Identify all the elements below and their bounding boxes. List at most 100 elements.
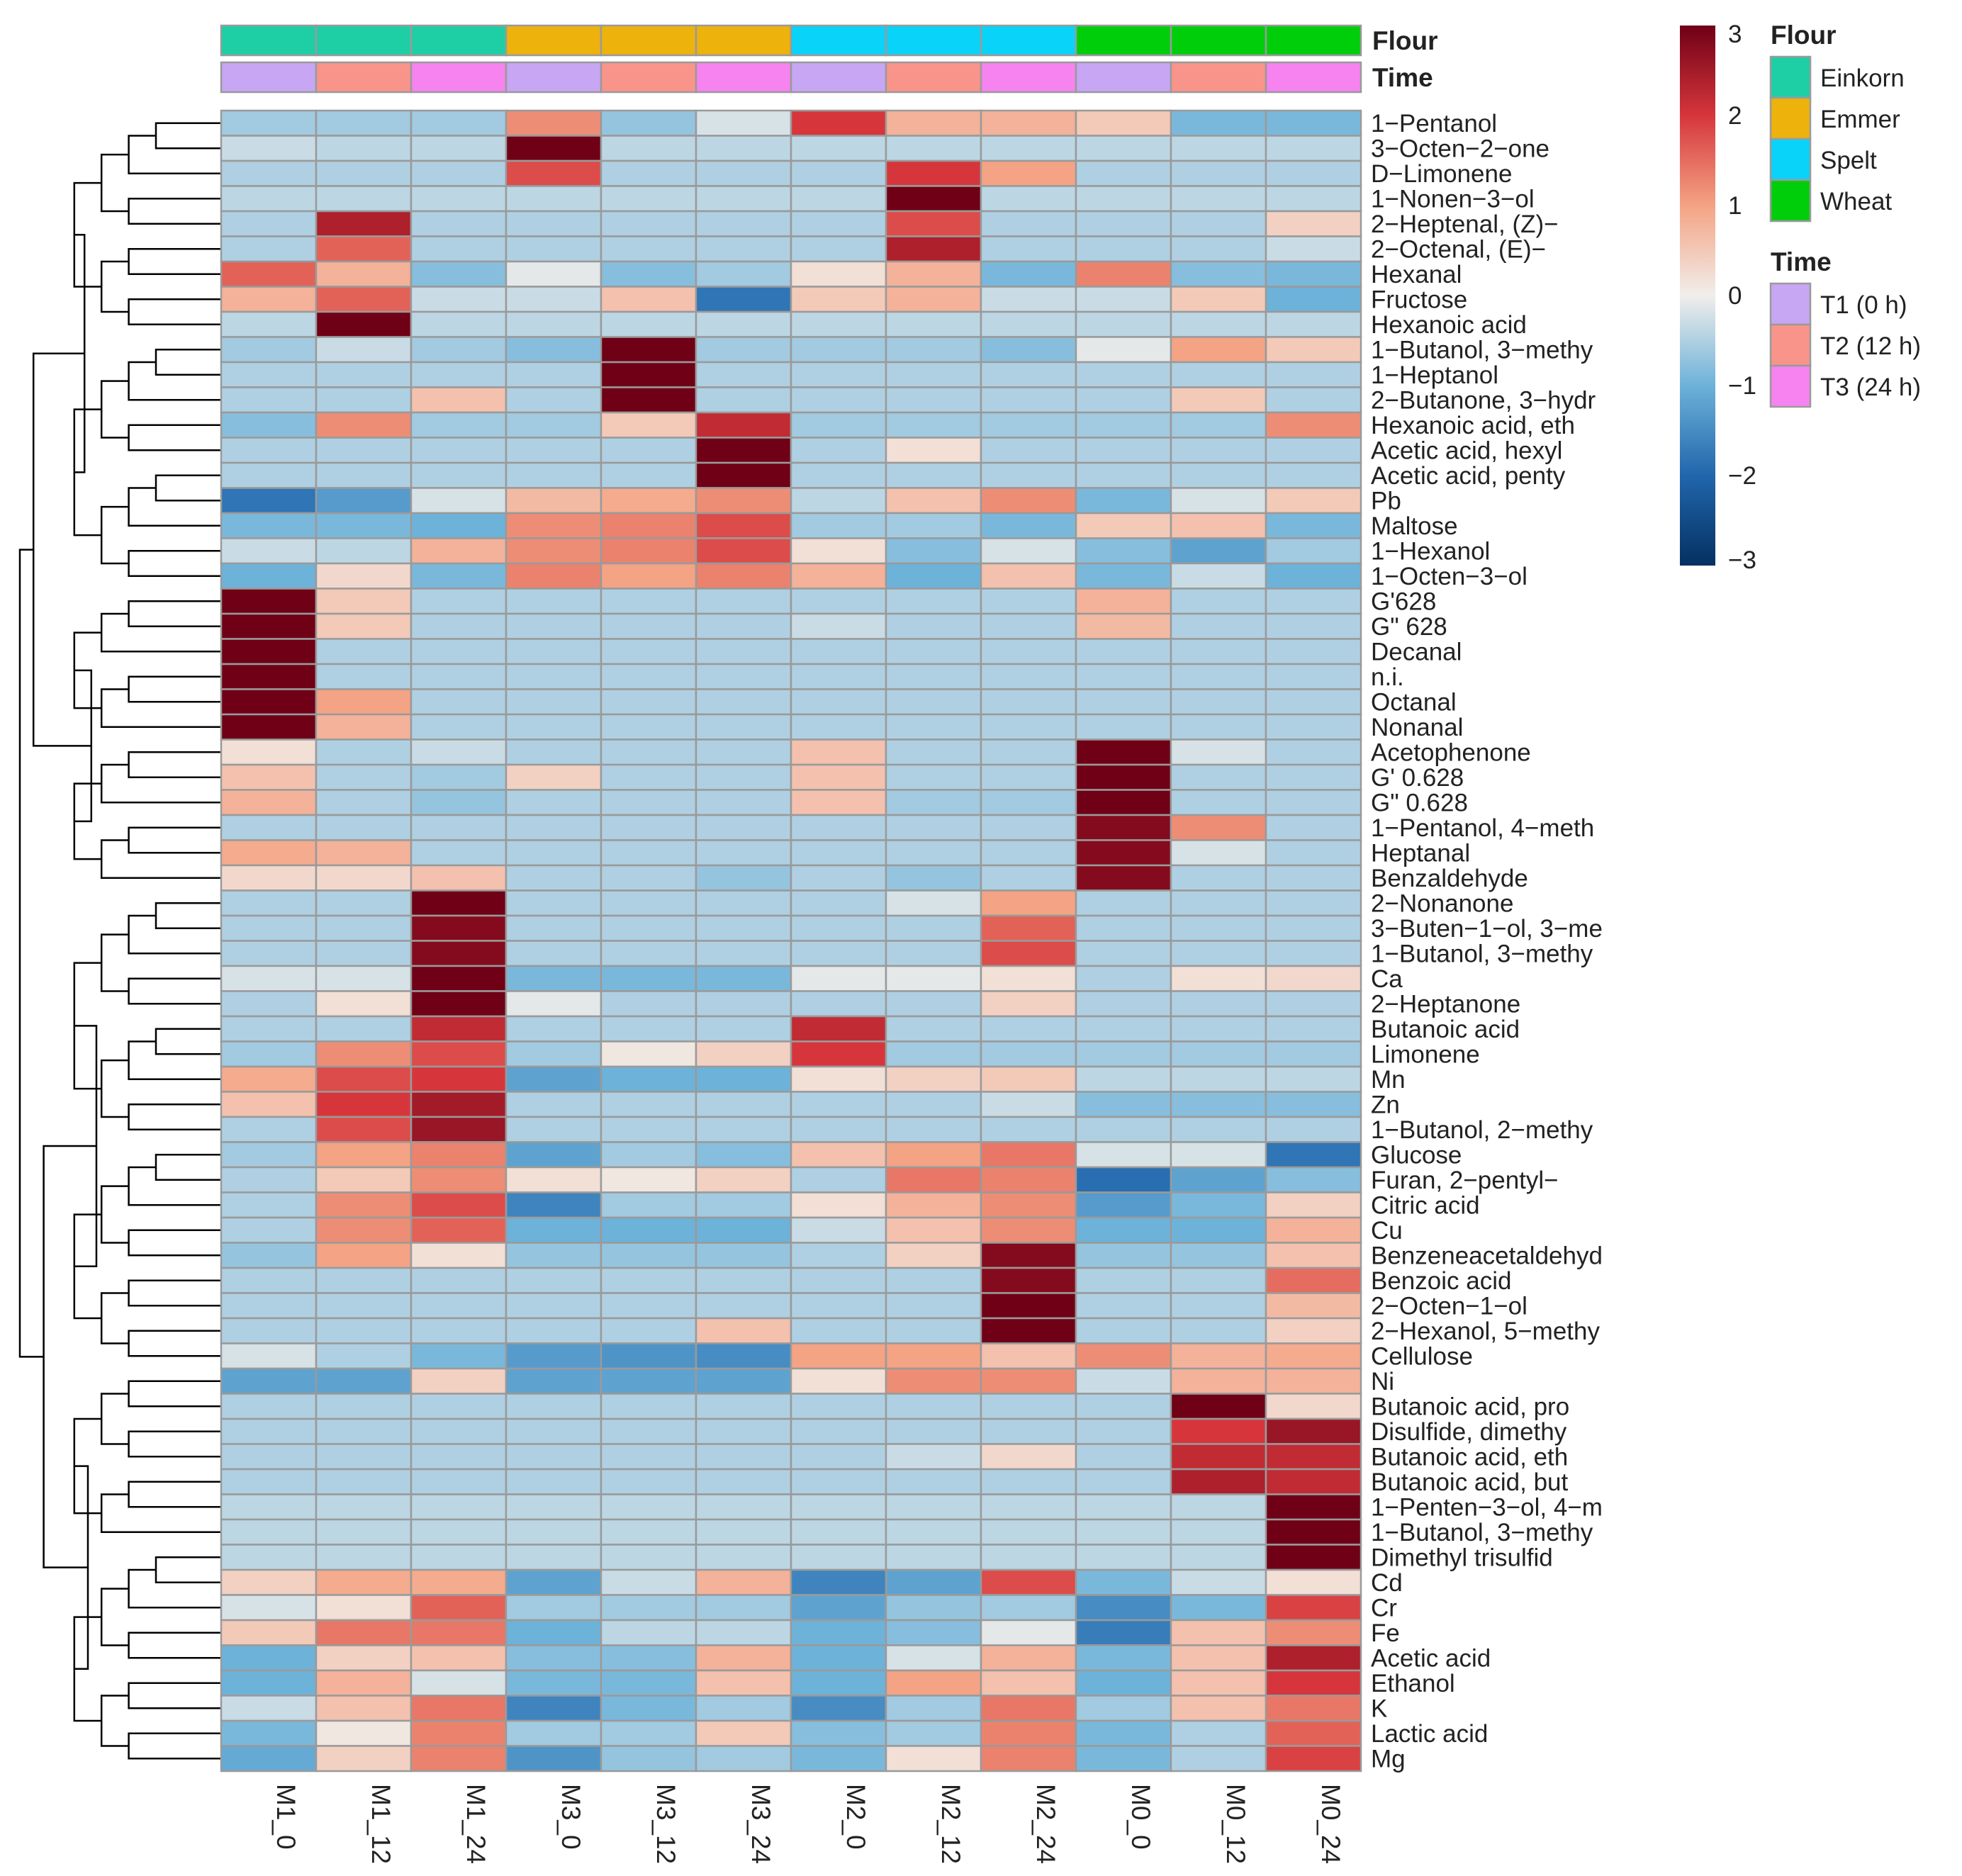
- heatmap-cell: [1075, 135, 1172, 162]
- dendrogram-branch: [155, 902, 221, 929]
- heatmap-cell: [220, 1191, 318, 1219]
- heatmap-cell: [505, 1669, 602, 1697]
- heatmap-cell: [1075, 1443, 1172, 1471]
- heatmap-cell: [315, 1166, 413, 1193]
- flour-annotation-cell: [505, 24, 602, 57]
- heatmap-cell: [1075, 738, 1172, 766]
- heatmap-cell: [600, 1292, 697, 1320]
- heatmap-cell: [315, 1091, 413, 1118]
- heatmap-cell: [980, 914, 1077, 942]
- dendrogram-branch: [155, 1028, 221, 1055]
- heatmap-cell: [790, 588, 887, 615]
- heatmap-cell: [505, 1695, 602, 1722]
- time-legend-title: Time: [1771, 247, 1832, 276]
- heatmap-cell: [220, 135, 318, 162]
- heatmap-cell: [505, 1266, 602, 1294]
- column-labels: M1_0 M1_12 M1_24 M3_0 M3_12 M3_24 M2_0 M2_12 M2_…: [271, 1784, 1345, 1864]
- heatmap-cell: [1075, 286, 1172, 313]
- heatmap-cell: [220, 1619, 318, 1646]
- heatmap-cell: [885, 889, 982, 917]
- heatmap-cell: [410, 1544, 508, 1571]
- row-label-1-pentanol: 1−Pentanol: [1371, 110, 1497, 137]
- heatmap-cell: [980, 1594, 1077, 1622]
- heatmap-cell: [410, 612, 508, 640]
- heatmap-cell: [410, 763, 508, 791]
- heatmap-cell: [315, 1518, 413, 1546]
- heatmap-cell: [885, 1443, 982, 1471]
- heatmap-cell: [315, 437, 413, 464]
- heatmap-cell: [885, 411, 982, 439]
- heatmap-cell: [600, 1015, 697, 1043]
- row-label-2-heptenal-z: 2−Heptenal, (Z)−: [1371, 210, 1559, 238]
- heatmap-cell: [885, 789, 982, 816]
- heatmap-cell: [695, 1619, 792, 1646]
- dendrogram-branch: [155, 349, 221, 376]
- heatmap-cell: [1170, 738, 1267, 766]
- heatmap-cell: [600, 487, 697, 515]
- heatmap-cell: [980, 1116, 1077, 1143]
- dendrogram-branch: [100, 839, 221, 879]
- heatmap-cell: [600, 713, 697, 741]
- heatmap-cell: [410, 965, 508, 992]
- heatmap-cell: [410, 1317, 508, 1344]
- heatmap-cell: [410, 864, 508, 892]
- heatmap-cell: [1265, 1644, 1362, 1672]
- heatmap-cell: [1265, 310, 1362, 338]
- heatmap-cell: [980, 437, 1077, 464]
- heatmap-cell: [220, 1342, 318, 1370]
- flour-legend-label: Wheat: [1820, 188, 1892, 215]
- heatmap-cell: [885, 1216, 982, 1244]
- heatmap-cell: [885, 940, 982, 967]
- heatmap-cell: [885, 1292, 982, 1320]
- heatmap-cell: [1075, 965, 1172, 992]
- heatmap-cell: [980, 638, 1077, 665]
- heatmap-cell: [315, 210, 413, 237]
- column-annotations: Flour Time: [220, 24, 1437, 94]
- heatmap-cell: [790, 1242, 887, 1269]
- heatmap-cell: [410, 487, 508, 515]
- heatmap-cell: [315, 965, 413, 992]
- column-label-m1-12: M1_12: [366, 1784, 396, 1864]
- heatmap-cell: [505, 763, 602, 791]
- heatmap-cell: [315, 1191, 413, 1219]
- row-label-ethanol: Ethanol: [1371, 1670, 1455, 1697]
- heatmap-cell: [1170, 1065, 1267, 1093]
- heatmap-cell: [220, 1166, 318, 1193]
- heatmap-cell: [315, 1342, 413, 1370]
- heatmap-cell: [315, 286, 413, 313]
- heatmap-cell: [790, 663, 887, 690]
- heatmap-cell: [315, 763, 413, 791]
- heatmap-cell: [600, 889, 697, 917]
- heatmap-cell: [600, 1568, 697, 1596]
- heatmap-cell: [695, 336, 792, 364]
- heatmap-cell: [885, 638, 982, 665]
- heatmap-cell: [695, 1015, 792, 1043]
- flour-legend-label: Einkorn: [1820, 64, 1905, 92]
- heatmap-cell: [315, 1216, 413, 1244]
- heatmap-cell: [790, 537, 887, 565]
- row-label-1-butanol-2-methy: 1−Butanol, 2−methy: [1371, 1116, 1593, 1144]
- heatmap-cell: [1170, 159, 1267, 187]
- heatmap-cell: [1265, 1594, 1362, 1622]
- time-annotation-label: Time: [1372, 63, 1433, 92]
- heatmap-cell: [980, 814, 1077, 841]
- heatmap-cell: [1170, 487, 1267, 515]
- row-label-butanoic-acid: Butanoic acid: [1371, 1016, 1520, 1043]
- heatmap-cell: [1170, 135, 1267, 162]
- heatmap-cell: [1170, 1141, 1267, 1169]
- heatmap-cell: [220, 1493, 318, 1521]
- flour-annotation-cell: [220, 24, 318, 57]
- heatmap-cell: [790, 1317, 887, 1344]
- heatmap-cell: [1265, 588, 1362, 615]
- heatmap-cell: [505, 914, 602, 942]
- row-label-acetic-acid-penty: Acetic acid, penty: [1371, 462, 1566, 490]
- heatmap-cell: [885, 1594, 982, 1622]
- heatmap-cell: [790, 1594, 887, 1622]
- heatmap-cell: [1075, 1141, 1172, 1169]
- heatmap-cell: [1265, 562, 1362, 590]
- heatmap-cell: [885, 965, 982, 992]
- heatmap-cell: [1075, 1695, 1172, 1722]
- heatmap-cell: [790, 914, 887, 942]
- heatmap-cell: [220, 361, 318, 388]
- heatmap-cell: [885, 1644, 982, 1672]
